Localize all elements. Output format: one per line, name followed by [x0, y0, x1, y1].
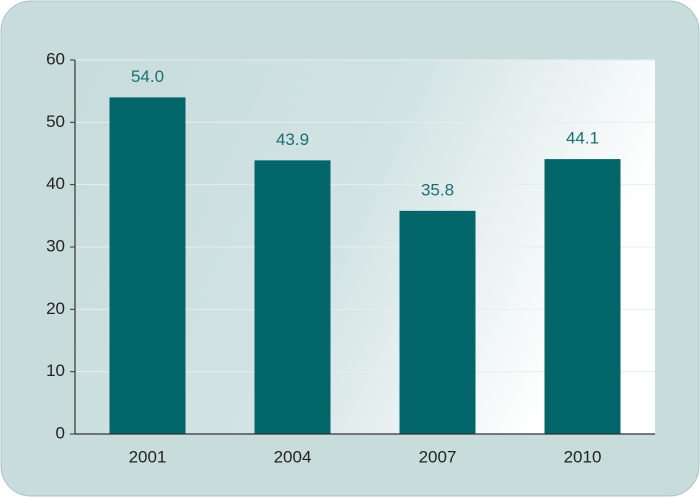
value-label: 43.9	[276, 130, 309, 149]
y-tick-label: 60	[46, 49, 65, 68]
x-tick-label: 2001	[129, 447, 167, 466]
bar	[399, 210, 476, 434]
y-tick-label: 40	[46, 174, 65, 193]
y-tick-label: 20	[46, 299, 65, 318]
bar	[109, 97, 186, 435]
bar	[544, 159, 621, 435]
y-tick-label: 50	[46, 112, 65, 131]
value-label: 54.0	[131, 67, 164, 86]
y-tick-label: 10	[46, 361, 65, 380]
x-tick-label: 2004	[274, 447, 312, 466]
x-tick-label: 2007	[419, 447, 457, 466]
y-tick-label: 30	[46, 236, 65, 255]
y-tick-label: 0	[56, 423, 65, 442]
value-label: 44.1	[566, 129, 599, 148]
bar	[254, 160, 331, 434]
x-tick-label: 2010	[564, 447, 602, 466]
value-label: 35.8	[421, 180, 454, 199]
